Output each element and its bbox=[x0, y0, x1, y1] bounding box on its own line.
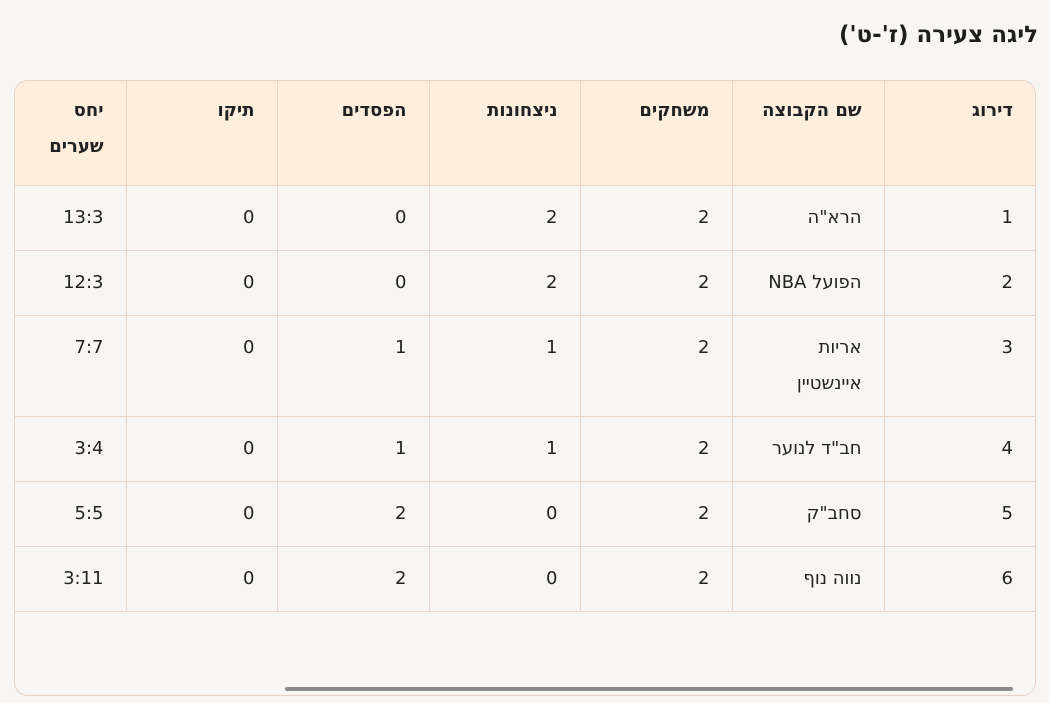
table-cell: 4 bbox=[883, 415, 1035, 482]
table-cell: 2 bbox=[579, 415, 733, 482]
table-cell: 0 bbox=[125, 314, 278, 417]
table-cell: 5:5 bbox=[15, 480, 127, 547]
page-title: ליגה צעירה (ז'-ט') bbox=[838, 22, 1038, 48]
column-header: דירוג bbox=[883, 81, 1035, 186]
column-header: שם הקבוצה bbox=[731, 81, 885, 186]
table-cell: 2 bbox=[428, 184, 581, 251]
horizontal-scrollbar[interactable] bbox=[285, 687, 1013, 691]
table-cell: הפועל NBA bbox=[731, 249, 885, 316]
table-cell: 0 bbox=[276, 249, 430, 316]
table-cell: 2 bbox=[276, 480, 430, 547]
table-row: 5 סחב"ק 2 0 2 0 5:5 bbox=[15, 480, 1035, 547]
table-row: 1 הרא"ה 2 2 0 0 13:3 bbox=[15, 184, 1035, 251]
table-cell: 3 bbox=[883, 314, 1035, 417]
table-cell: 1 bbox=[883, 184, 1035, 251]
table-cell: 2 bbox=[276, 545, 430, 612]
table-cell: 0 bbox=[428, 545, 581, 612]
table-row: 4 חב"ד לנוער 2 1 1 0 3:4 bbox=[15, 415, 1035, 482]
table-cell: 1 bbox=[428, 314, 581, 417]
column-header: הפסדים bbox=[276, 81, 430, 186]
table-cell: 6 bbox=[883, 545, 1035, 612]
table-cell: הרא"ה bbox=[731, 184, 885, 251]
table-cell: 12:3 bbox=[15, 249, 127, 316]
table-cell: 2 bbox=[579, 314, 733, 417]
table-cell: 5 bbox=[883, 480, 1035, 547]
column-header: יחס שערים bbox=[15, 81, 127, 186]
column-header: תיקו bbox=[125, 81, 278, 186]
table-cell: 7:7 bbox=[15, 314, 127, 417]
standings-table-container: דירוג שם הקבוצה משחקים ניצחונות הפסדים תיקו יח… bbox=[14, 80, 1036, 696]
table-cell: 1 bbox=[276, 314, 430, 417]
table-cell: 0 bbox=[125, 249, 278, 316]
table-cell: 2 bbox=[579, 545, 733, 612]
table-cell: 0 bbox=[276, 184, 430, 251]
table-cell: 2 bbox=[579, 184, 733, 251]
table-cell: סחב"ק bbox=[731, 480, 885, 547]
table-cell: 0 bbox=[428, 480, 581, 547]
table-cell: 1 bbox=[428, 415, 581, 482]
column-header: ניצחונות bbox=[428, 81, 581, 186]
table-cell: נווה נוף bbox=[731, 545, 885, 612]
table-cell: אריות איינשטיין bbox=[731, 314, 885, 417]
table-row: 6 נווה נוף 2 0 2 0 3:11 bbox=[15, 545, 1035, 612]
table-cell: 2 bbox=[579, 249, 733, 316]
table-row: 2 הפועל NBA 2 2 0 0 12:3 bbox=[15, 249, 1035, 316]
table-cell: 1 bbox=[276, 415, 430, 482]
table-cell: 13:3 bbox=[15, 184, 127, 251]
table-cell: 2 bbox=[579, 480, 733, 547]
header-row: דירוג שם הקבוצה משחקים ניצחונות הפסדים תיקו יח… bbox=[15, 81, 1035, 186]
table-cell: 0 bbox=[125, 545, 278, 612]
table-cell: 3:4 bbox=[15, 415, 127, 482]
table-cell: 0 bbox=[125, 184, 278, 251]
table-cell: 0 bbox=[125, 480, 278, 547]
column-header: משחקים bbox=[579, 81, 733, 186]
table-cell: 2 bbox=[428, 249, 581, 316]
table-cell: חב"ד לנוער bbox=[731, 415, 885, 482]
table-cell: 2 bbox=[883, 249, 1035, 316]
standings-table: דירוג שם הקבוצה משחקים ניצחונות הפסדים תיקו יח… bbox=[15, 81, 1035, 612]
table-cell: 3:11 bbox=[15, 545, 127, 612]
table-row: 3 אריות איינשטיין 2 1 1 0 7:7 bbox=[15, 314, 1035, 417]
table-cell: 0 bbox=[125, 415, 278, 482]
